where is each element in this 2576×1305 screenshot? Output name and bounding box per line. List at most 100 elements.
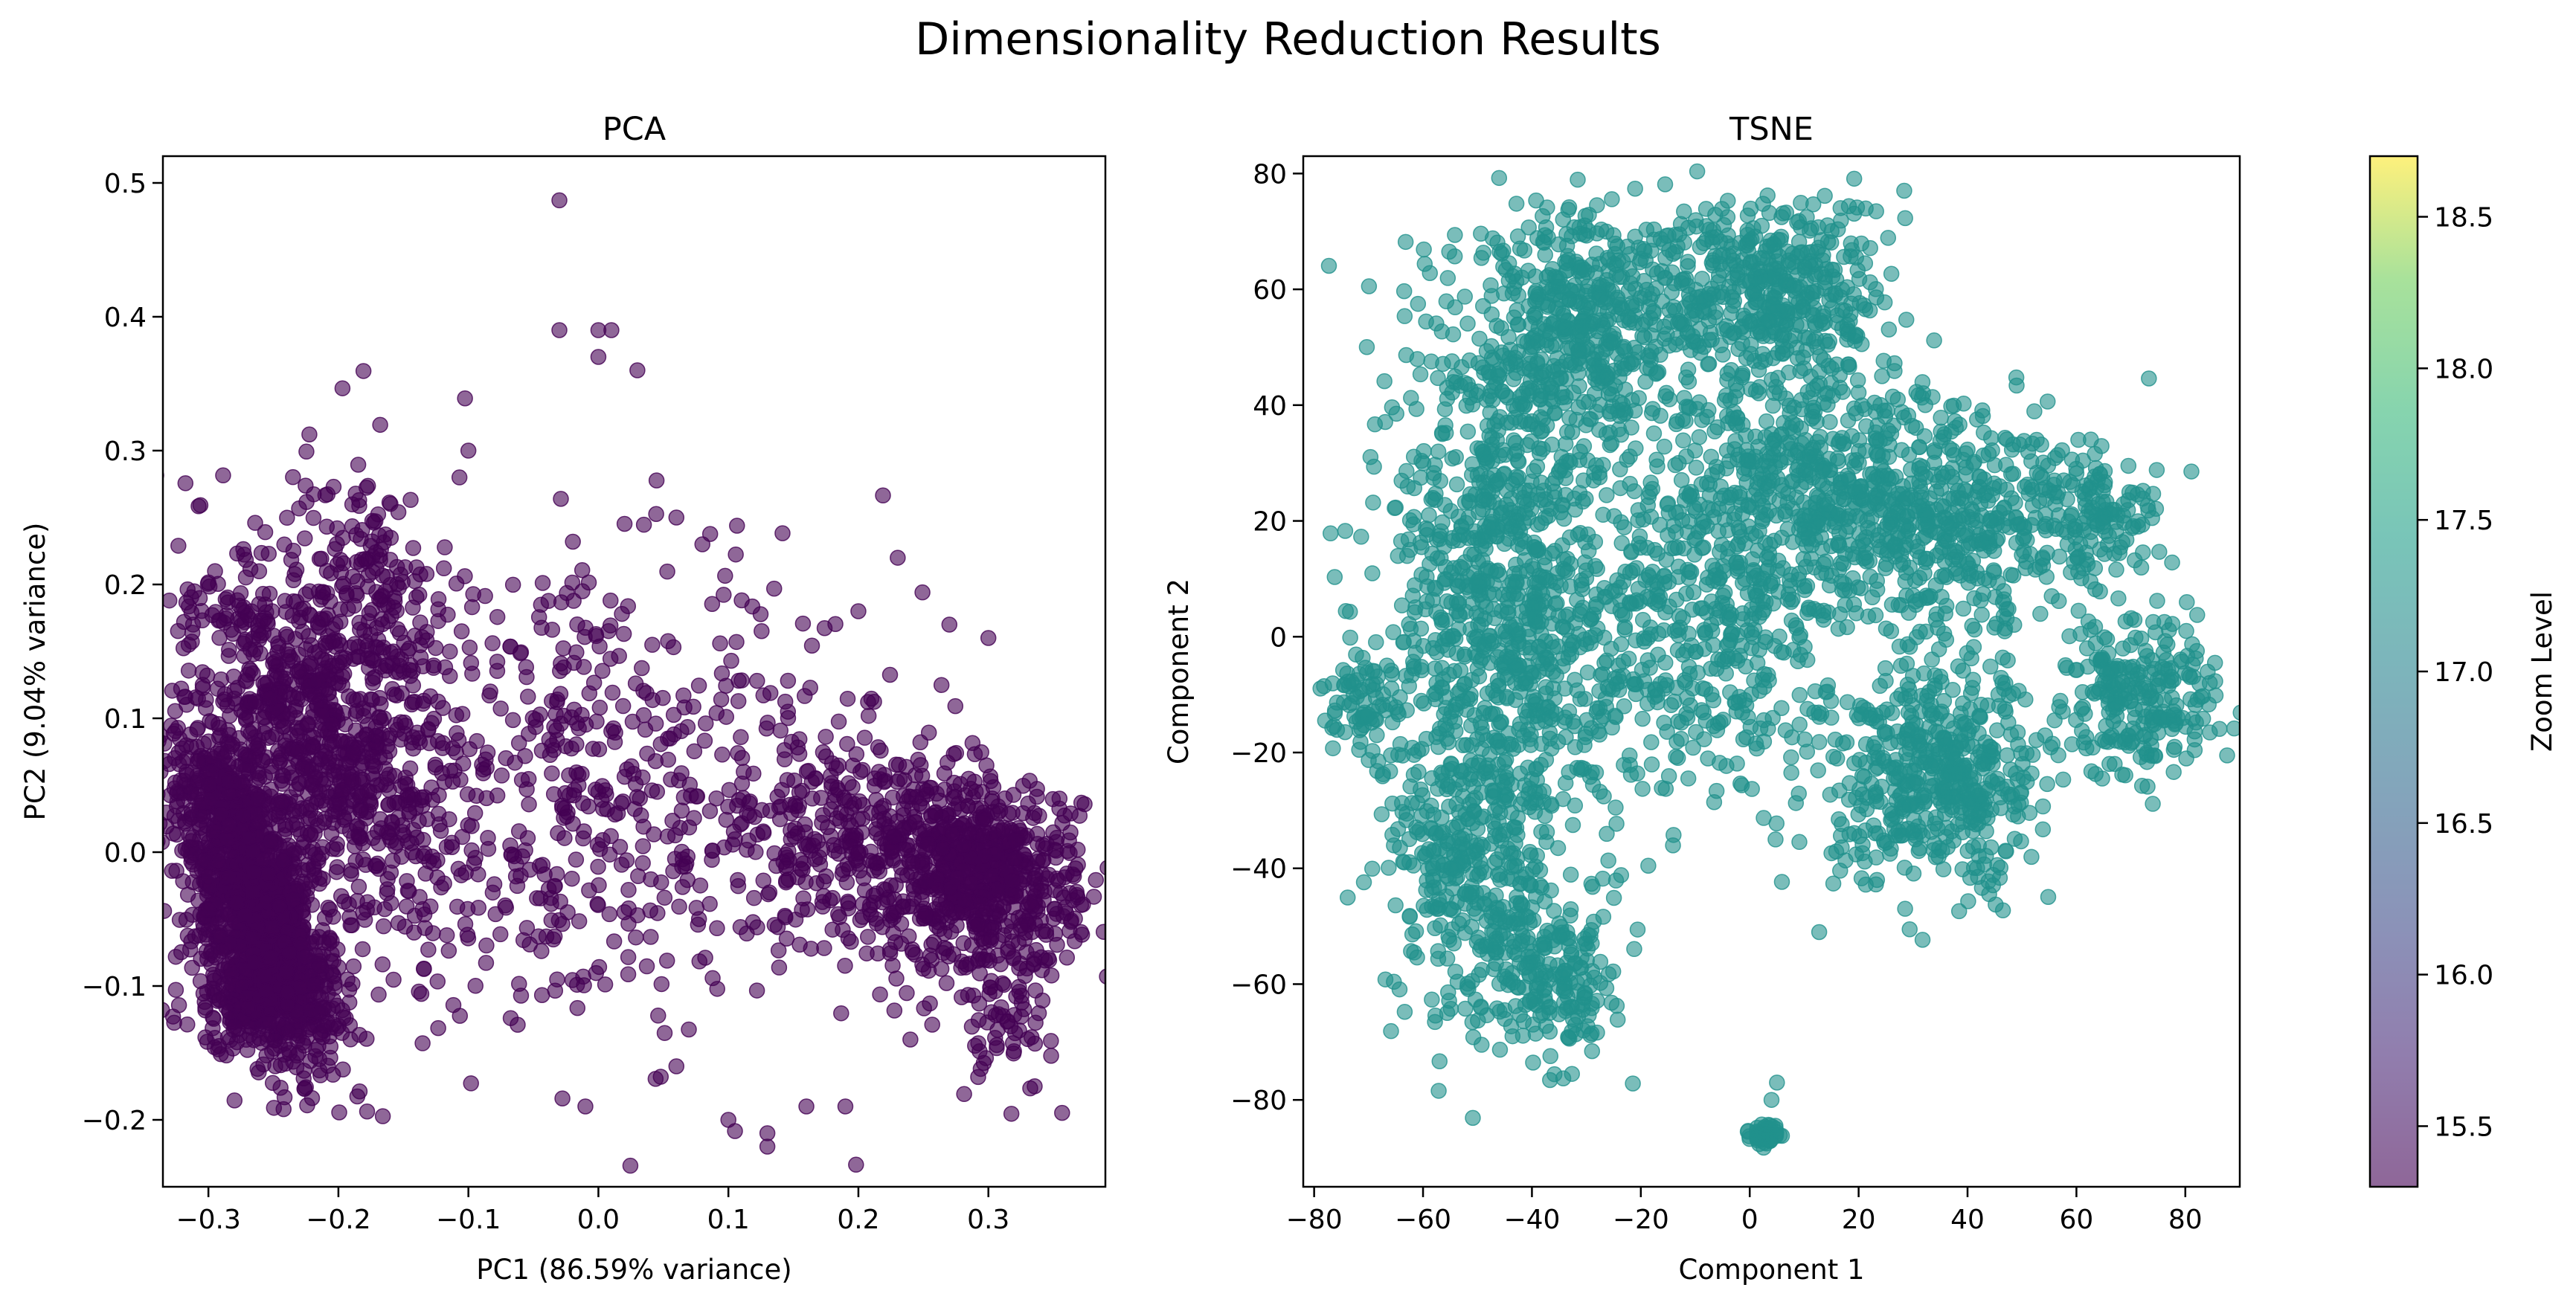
scatter-point (266, 1040, 283, 1057)
scatter-point (286, 863, 303, 880)
scatter-point (569, 999, 586, 1016)
scatter-point (718, 709, 735, 725)
scatter-point (140, 778, 155, 793)
scatter-point (886, 828, 902, 845)
scatter-point (1026, 951, 1043, 967)
scatter-point (480, 830, 496, 846)
scatter-point (1019, 1031, 1036, 1048)
scatter-point (770, 942, 787, 958)
scatter-point (192, 497, 209, 514)
scatter-point (1508, 196, 1525, 212)
subplot-tsne: −80 −60 −40 −20 0 20 40 60 80−80−60−40−200204060… (1163, 111, 2241, 1286)
scatter-point (577, 1098, 594, 1115)
scatter-point (191, 927, 208, 944)
scatter-point (970, 1012, 987, 1028)
scatter-point (307, 947, 324, 964)
scatter-point (502, 638, 518, 655)
scatter-point (1031, 808, 1047, 824)
scatter-point (466, 805, 484, 822)
scatter-point (199, 901, 216, 918)
scatter-point (415, 831, 431, 848)
scatter-point (1337, 523, 1354, 539)
scatter-point (318, 796, 334, 813)
scatter-point (457, 568, 473, 584)
scatter-point (629, 362, 646, 378)
scatter-point (301, 628, 317, 645)
scatter-point (302, 810, 318, 827)
scatter-point (936, 765, 953, 782)
scatter-point (246, 954, 263, 971)
scatter-point (245, 645, 262, 663)
scatter-point (261, 690, 278, 707)
scatter-point (314, 845, 330, 863)
scatter-point (274, 776, 291, 792)
scatter-point (205, 823, 222, 840)
scatter-point (262, 833, 279, 849)
scatter-point (371, 709, 388, 726)
scatter-point (816, 940, 832, 956)
scatter-point (277, 626, 295, 642)
scatter-point (701, 895, 718, 912)
scatter-point (359, 1103, 376, 1120)
scatter-point (668, 509, 685, 526)
scatter-point (927, 805, 943, 821)
scatter-point (629, 907, 646, 924)
scatter-point (924, 1016, 940, 1033)
scatter-point (830, 757, 847, 774)
scatter-point (267, 654, 283, 670)
scatter-point (852, 764, 869, 780)
scatter-point (624, 713, 641, 730)
scatter-point (1322, 525, 1339, 542)
scatter-point (564, 870, 580, 887)
scatter-point (280, 1023, 297, 1040)
scatter-point (1054, 1104, 1070, 1121)
scatter-point (591, 841, 608, 857)
scatter-point (349, 573, 366, 590)
scatter-point (415, 848, 431, 865)
scatter-point (178, 737, 195, 753)
scatter-point (176, 773, 193, 789)
scatter-point (521, 936, 538, 953)
scatter-point (648, 472, 665, 489)
scatter-point (956, 1086, 972, 1103)
scatter-point (778, 874, 794, 891)
scatter-point (166, 1014, 182, 1031)
scatter-point (129, 658, 144, 673)
scatter-point (852, 912, 869, 929)
scatter-point (335, 1240, 350, 1254)
scatter-point (544, 622, 561, 638)
scatter-point (393, 651, 410, 668)
scatter-point (1459, 423, 1477, 440)
scatter-point (268, 726, 284, 743)
scatter-point (459, 786, 476, 802)
scatter-point (331, 1104, 347, 1121)
scatter-point (628, 929, 644, 946)
scatter-point (1412, 366, 1429, 383)
scatter-point (493, 767, 510, 784)
scatter-point (649, 784, 666, 800)
scatter-point (914, 584, 931, 601)
y-tick-label: 0.0 (104, 838, 147, 869)
scatter-point (359, 901, 375, 918)
scatter-point (896, 772, 913, 788)
scatter-point (324, 715, 341, 732)
scatter-point (606, 806, 623, 823)
scatter-point (656, 1025, 673, 1041)
scatter-point (571, 913, 588, 929)
scatter-point (749, 919, 765, 935)
scatter-point (712, 635, 728, 652)
scatter-point (956, 892, 973, 909)
scatter-point (244, 883, 261, 900)
scatter-point (804, 790, 820, 807)
scatter-point (794, 615, 812, 632)
scatter-point (520, 689, 536, 705)
scatter-point (803, 637, 820, 654)
scatter-point (622, 1157, 639, 1174)
scatter-point (240, 999, 257, 1016)
scatter-point (818, 729, 834, 745)
y-tick-label: 0.2 (104, 570, 147, 601)
scatter-point (466, 855, 483, 871)
scatter-point (718, 811, 735, 828)
scatter-point (977, 848, 993, 864)
scatter-point (351, 1026, 367, 1043)
